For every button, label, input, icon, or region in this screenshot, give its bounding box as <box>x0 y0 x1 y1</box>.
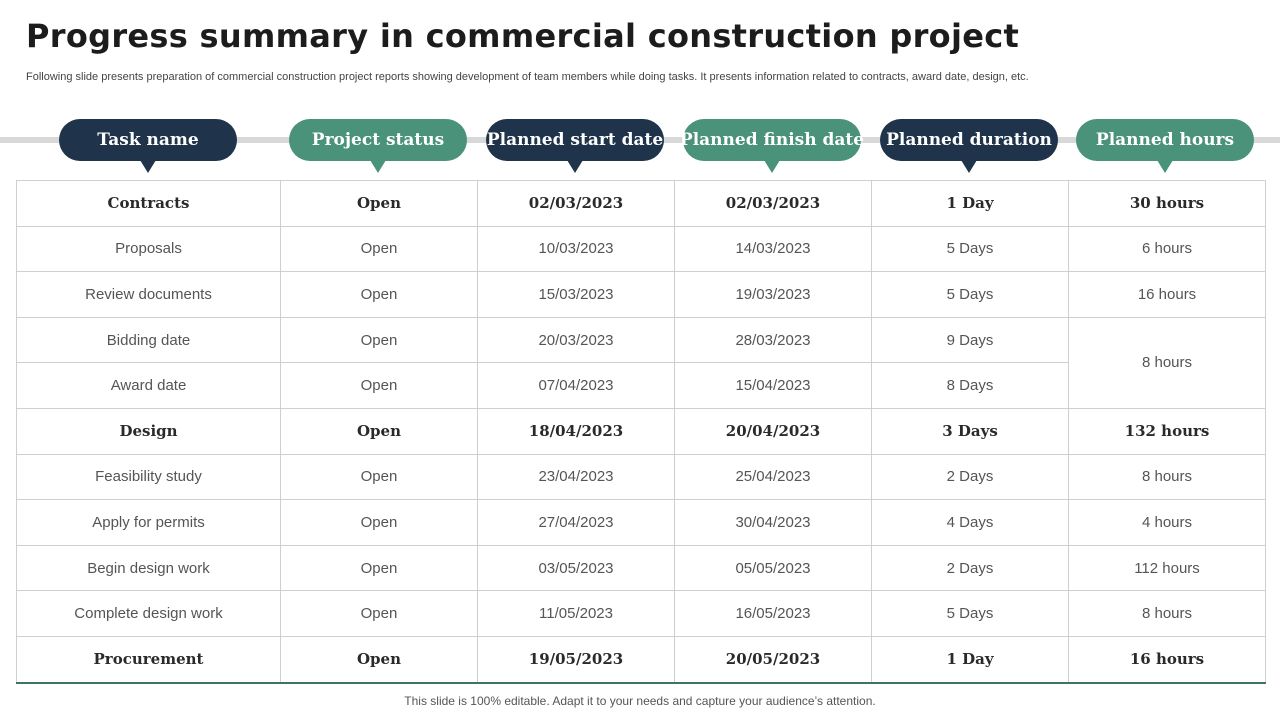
table-row: Begin design work Open 03/05/2023 05/05/… <box>16 544 1266 592</box>
table-row: Award date Open 07/04/2023 15/04/2023 8 … <box>16 362 1266 409</box>
finish-date-cell: 20/05/2023 <box>674 635 872 684</box>
hours-cell: 112 hours <box>1068 544 1266 592</box>
hours-cell: 8 hours <box>1068 590 1266 637</box>
finish-date-cell: 16/05/2023 <box>674 590 872 637</box>
progress-table: Contracts Open 02/03/2023 02/03/2023 1 D… <box>16 180 1266 684</box>
finish-date-cell: 30/04/2023 <box>674 499 872 546</box>
table-row: Bidding date Open 20/03/2023 28/03/2023 … <box>16 316 1266 409</box>
table-row: Review documents Open 15/03/2023 19/03/2… <box>16 271 1266 318</box>
task-cell: Review documents <box>16 271 281 318</box>
task-cell: Proposals <box>16 225 281 273</box>
status-cell: Open <box>280 180 478 227</box>
header-planned-hours: Planned hours <box>1076 119 1254 173</box>
hours-cell: 4 hours <box>1068 499 1266 546</box>
start-date-cell: 02/03/2023 <box>477 180 675 227</box>
header-planned-finish-date: Planned finish date <box>680 119 864 173</box>
footer-note: This slide is 100% editable. Adapt it to… <box>404 694 876 708</box>
duration-cell: 5 Days <box>871 225 1069 273</box>
table-row: Apply for permits Open 27/04/2023 30/04/… <box>16 499 1266 546</box>
duration-cell: 4 Days <box>871 499 1069 546</box>
start-date-cell: 23/04/2023 <box>477 453 675 501</box>
task-cell: Design <box>16 407 281 455</box>
hours-cell: 132 hours <box>1068 407 1266 455</box>
finish-date-cell: 19/03/2023 <box>674 271 872 318</box>
duration-cell: 5 Days <box>871 271 1069 318</box>
start-date-cell: 27/04/2023 <box>477 499 675 546</box>
start-date-cell: 10/03/2023 <box>477 225 675 273</box>
start-date-cell: 19/05/2023 <box>477 635 675 684</box>
hours-cell: 16 hours <box>1068 271 1266 318</box>
duration-cell: 9 Days <box>871 316 1069 364</box>
duration-cell: 2 Days <box>871 453 1069 501</box>
duration-cell: 8 Days <box>871 362 1069 409</box>
table-row: Design Open 18/04/2023 20/04/2023 3 Days… <box>16 407 1266 455</box>
status-cell: Open <box>280 407 478 455</box>
status-cell: Open <box>280 544 478 592</box>
task-cell: Bidding date <box>16 316 281 364</box>
start-date-cell: 18/04/2023 <box>477 407 675 455</box>
finish-date-cell: 05/05/2023 <box>674 544 872 592</box>
task-cell: Contracts <box>16 180 281 227</box>
header-planned-start-date: Planned start date <box>486 119 664 173</box>
hours-cell: 30 hours <box>1068 180 1266 227</box>
table-row: Proposals Open 10/03/2023 14/03/2023 5 D… <box>16 225 1266 273</box>
header-task-name: Task name <box>59 119 237 173</box>
finish-date-cell: 28/03/2023 <box>674 316 872 364</box>
task-cell: Feasibility study <box>16 453 281 501</box>
finish-date-cell: 14/03/2023 <box>674 225 872 273</box>
hours-cell: 6 hours <box>1068 225 1266 273</box>
duration-cell: 5 Days <box>871 590 1069 637</box>
table-row: Feasibility study Open 23/04/2023 25/04/… <box>16 453 1266 501</box>
hours-cell-merged: 8 hours <box>1068 316 1266 409</box>
status-cell: Open <box>280 271 478 318</box>
finish-date-cell: 15/04/2023 <box>674 362 872 409</box>
status-cell: Open <box>280 453 478 501</box>
task-cell: Procurement <box>16 635 281 684</box>
hours-cell: 16 hours <box>1068 635 1266 684</box>
duration-cell: 3 Days <box>871 407 1069 455</box>
task-cell: Apply for permits <box>16 499 281 546</box>
task-cell: Begin design work <box>16 544 281 592</box>
page-subtitle: Following slide presents preparation of … <box>26 71 1029 83</box>
page-title: Progress summary in commercial construct… <box>26 17 1020 55</box>
finish-date-cell: 25/04/2023 <box>674 453 872 501</box>
task-cell: Complete design work <box>16 590 281 637</box>
status-cell: Open <box>280 499 478 546</box>
duration-cell: 1 Day <box>871 180 1069 227</box>
hours-cell: 8 hours <box>1068 453 1266 501</box>
start-date-cell: 15/03/2023 <box>477 271 675 318</box>
status-cell: Open <box>280 225 478 273</box>
duration-cell: 2 Days <box>871 544 1069 592</box>
start-date-cell: 20/03/2023 <box>477 316 675 364</box>
table-row: Complete design work Open 11/05/2023 16/… <box>16 590 1266 637</box>
start-date-cell: 03/05/2023 <box>477 544 675 592</box>
task-cell: Award date <box>16 362 281 409</box>
start-date-cell: 07/04/2023 <box>477 362 675 409</box>
finish-date-cell: 20/04/2023 <box>674 407 872 455</box>
status-cell: Open <box>280 635 478 684</box>
status-cell: Open <box>280 316 478 364</box>
start-date-cell: 11/05/2023 <box>477 590 675 637</box>
header-planned-duration: Planned duration <box>880 119 1058 173</box>
finish-date-cell: 02/03/2023 <box>674 180 872 227</box>
duration-cell: 1 Day <box>871 635 1069 684</box>
table-row: Contracts Open 02/03/2023 02/03/2023 1 D… <box>16 180 1266 227</box>
status-cell: Open <box>280 362 478 409</box>
header-project-status: Project status <box>289 119 467 173</box>
table-row: Procurement Open 19/05/2023 20/05/2023 1… <box>16 635 1266 684</box>
status-cell: Open <box>280 590 478 637</box>
